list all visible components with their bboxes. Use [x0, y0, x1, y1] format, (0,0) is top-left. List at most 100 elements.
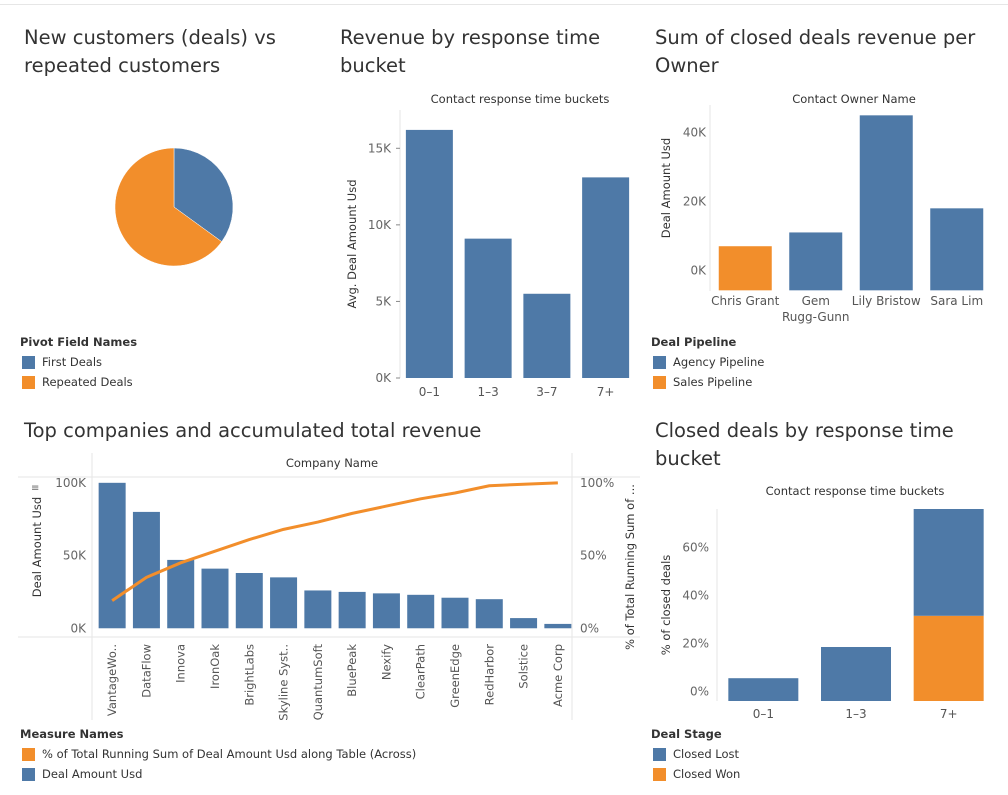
y-tick-label: 20K [683, 194, 707, 208]
bar [338, 591, 366, 629]
pie-title: New customers (deals) vs repeated custom… [24, 26, 276, 77]
bar [930, 208, 984, 291]
bar [582, 177, 630, 378]
bar [859, 115, 913, 291]
legend-label: % of Total Running Sum of Deal Amount Us… [42, 747, 417, 761]
y2-tick-label: 0% [580, 621, 599, 635]
x-axis-header: Company Name [286, 456, 378, 470]
legend-label: Sales Pipeline [673, 375, 753, 389]
x-tick-label: Skyline Syst.. [277, 644, 291, 721]
bar [270, 577, 298, 629]
bar [523, 293, 571, 378]
legend-label: Deal Amount Usd [42, 767, 143, 781]
y-tick-label: 15K [368, 141, 392, 155]
legend-item-sales-pipeline[interactable]: Sales Pipeline [653, 375, 752, 389]
x-tick-label: Nexify [379, 644, 393, 680]
bar-segment [913, 615, 984, 701]
legend-label: Closed Lost [673, 747, 740, 761]
x-tick-label: Acme Corp [551, 644, 565, 707]
legend-label: Repeated Deals [42, 375, 133, 389]
running-sum-line [111, 481, 558, 602]
x-tick-label: Sara Lim [930, 294, 983, 308]
y-tick-label: 50K [63, 549, 87, 563]
owner-legend-title: Deal Pipeline [651, 335, 737, 349]
response-chart[interactable]: Contact response time buckets 0K 5K 10K 15K A… [330, 80, 640, 400]
x-tick-label: BluePeak [345, 644, 359, 697]
y-axis-label: Avg. Deal Amount Usd [345, 180, 359, 309]
x-tick-label: RedHarbor [482, 644, 496, 706]
sort-icon: ≡ [31, 483, 39, 494]
bar [718, 246, 772, 291]
x-tick-label: Chris Grant [711, 294, 780, 308]
closed-chart[interactable]: Contact response time buckets 0% 20% 40% 60%… [645, 475, 1008, 795]
legend-item-running-sum[interactable]: % of Total Running Sum of Deal Amount Us… [22, 747, 416, 761]
x-tick-label: 7+ [940, 707, 958, 721]
bar [167, 559, 195, 629]
bar [544, 623, 572, 629]
bar [235, 573, 263, 629]
legend-item-repeated-deals[interactable]: Repeated Deals [22, 375, 133, 389]
legend-item-closed-won[interactable]: Closed Won [653, 767, 740, 781]
bar [304, 590, 332, 629]
response-panel: Revenue by response time bucket Contact … [330, 0, 640, 400]
response-title: Revenue by response time bucket [340, 26, 601, 77]
x-axis-header: Contact response time buckets [766, 484, 945, 498]
bar-segment [821, 647, 891, 701]
x-tick-label: Gem Rugg-Gunn [782, 294, 850, 324]
y-tick-label: 0% [690, 684, 709, 698]
x-tick-label: VantageWo.. [105, 644, 119, 716]
top-border [0, 0, 1008, 5]
legend-item-deal-amount[interactable]: Deal Amount Usd [22, 767, 142, 781]
y-tick-label: 0K [375, 371, 392, 385]
legend-item-agency-pipeline[interactable]: Agency Pipeline [653, 355, 764, 369]
x-tick-label: 1–3 [845, 707, 866, 721]
legend-item-first-deals[interactable]: First Deals [22, 355, 102, 369]
x-tick-label: Lily Bristow [852, 294, 921, 308]
bar [510, 618, 538, 629]
closed-panel: Closed deals by response time bucket Con… [645, 405, 1008, 785]
legend-swatch-blue [653, 747, 666, 761]
legend-label: Closed Won [673, 767, 741, 781]
pie-legend-title: Pivot Field Names [20, 335, 138, 349]
bar [475, 599, 503, 629]
pie-chart[interactable] [0, 80, 330, 380]
pie-slice[interactable] [114, 147, 223, 267]
closed-title: Closed deals by response time bucket [655, 419, 954, 470]
x-axis-header: Contact Owner Name [792, 92, 916, 106]
y-tick-label: 20% [682, 636, 709, 650]
x-tick-label: QuantumSoft [311, 644, 325, 721]
y-axis-label: Deal Amount Usd [659, 138, 673, 238]
y-tick-label: 100K [55, 476, 87, 490]
bar [441, 597, 469, 629]
x-tick-label: DataFlow [139, 644, 153, 698]
bar [405, 129, 453, 378]
y-axis-label: % of closed deals [659, 555, 673, 656]
pareto-panel: Top companies and accumulated total reve… [0, 405, 645, 785]
legend-label: First Deals [42, 355, 103, 369]
pie-slice[interactable] [173, 147, 234, 243]
y-tick-label: 60% [682, 540, 709, 554]
legend-swatch-blue [22, 767, 35, 781]
owner-chart[interactable]: Contact Owner Name 0K 20K 40K Deal Amount Us… [645, 80, 1008, 330]
legend-swatch-orange [22, 747, 35, 761]
x-tick-label: 1–3 [477, 385, 498, 399]
legend-swatch-blue [22, 355, 35, 369]
legend-swatch-orange [22, 375, 35, 389]
pareto-title: Top companies and accumulated total reve… [24, 419, 482, 442]
bar [98, 482, 126, 629]
bar-segment [728, 678, 799, 701]
bar [464, 238, 512, 378]
y2-tick-label: 100% [580, 476, 614, 490]
legend-swatch-blue [653, 355, 666, 369]
bar [201, 568, 229, 629]
legend-item-closed-lost[interactable]: Closed Lost [653, 747, 739, 761]
bar-segment [913, 509, 984, 616]
x-tick-label: 0–1 [753, 707, 774, 721]
closed-legend-title: Deal Stage [651, 727, 722, 741]
y-tick-label: 0K [690, 263, 707, 277]
y-axis-label: Deal Amount Usd [30, 497, 44, 597]
bar [132, 511, 160, 629]
x-tick-label: Solstice [517, 644, 531, 689]
y-tick-label: 0K [70, 621, 87, 635]
pareto-chart[interactable]: Company Name 0K 50K 100K 0% 50% 100% Deal Amoun… [0, 445, 645, 760]
